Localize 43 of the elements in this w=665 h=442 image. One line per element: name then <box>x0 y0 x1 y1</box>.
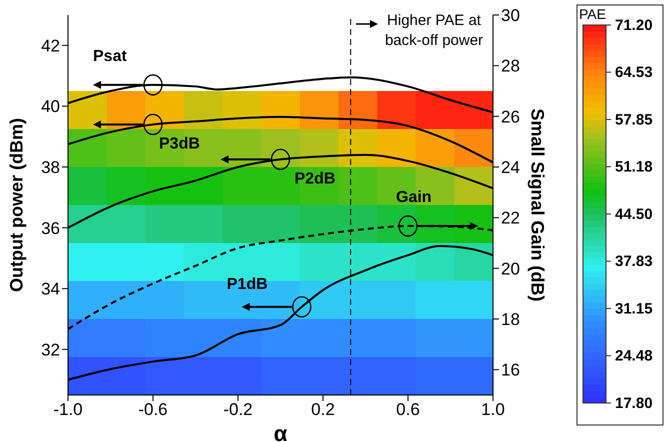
y2-tick-label: 24 <box>501 158 520 178</box>
y-axis-title: Output power (dBm) <box>6 118 26 292</box>
y-tick-label: 34 <box>41 280 60 299</box>
y-tick-label: 38 <box>41 158 60 178</box>
y2-tick-label: 18 <box>501 310 520 330</box>
color-bar-title: PAE <box>579 6 606 22</box>
x-axis-title: α <box>274 421 288 442</box>
point <box>270 148 290 170</box>
series-label: Gain <box>396 189 432 206</box>
y-tick-label: 40 <box>41 97 60 116</box>
y2-tick-label: 28 <box>501 56 520 76</box>
point <box>143 74 163 96</box>
color-bar-label: 31.15 <box>615 300 653 318</box>
series-label: P2dB <box>294 170 336 188</box>
annotation: Higher PAE at back-off power <box>384 11 484 51</box>
color-bar-label: 37.83 <box>615 253 653 270</box>
color-bar-label: 71.20 <box>615 17 653 34</box>
y2-tick-label: 26 <box>501 107 520 126</box>
color-bar-label: 51.18 <box>615 158 653 176</box>
y-tick-label: 36 <box>41 218 60 238</box>
y-tick-label: 32 <box>41 340 60 360</box>
y2-tick-label: 16 <box>501 360 520 380</box>
point <box>143 114 163 136</box>
x-tick-label: 0.6 <box>396 400 420 420</box>
x-tick-label: 0.2 <box>311 400 335 420</box>
color-bar-label: 44.50 <box>615 206 653 223</box>
x-tick-label: -1.0 <box>53 400 83 420</box>
color-bar-label: 24.48 <box>615 348 653 365</box>
color-bar-label: 17.80 <box>615 395 653 412</box>
series-label: Psat <box>93 48 128 65</box>
series-label: P1dB <box>226 276 268 293</box>
x-tick-label: -0.6 <box>138 400 168 420</box>
y-tick-label: 42 <box>41 36 60 56</box>
series-label: P3dB <box>159 135 200 152</box>
color-bar-label: 64.53 <box>615 64 653 82</box>
y2-tick-label: 22 <box>501 208 520 228</box>
x-tick-label: 1.0 <box>481 400 505 420</box>
color-bar-label: 57.85 <box>615 112 653 128</box>
y2-tick-label: 20 <box>501 259 520 278</box>
point <box>292 296 312 318</box>
x-tick-label: -0.2 <box>223 400 253 420</box>
y2-axis-title: Small Signal Gain (dB) <box>528 108 548 302</box>
y2-tick-label: 30 <box>501 6 520 26</box>
